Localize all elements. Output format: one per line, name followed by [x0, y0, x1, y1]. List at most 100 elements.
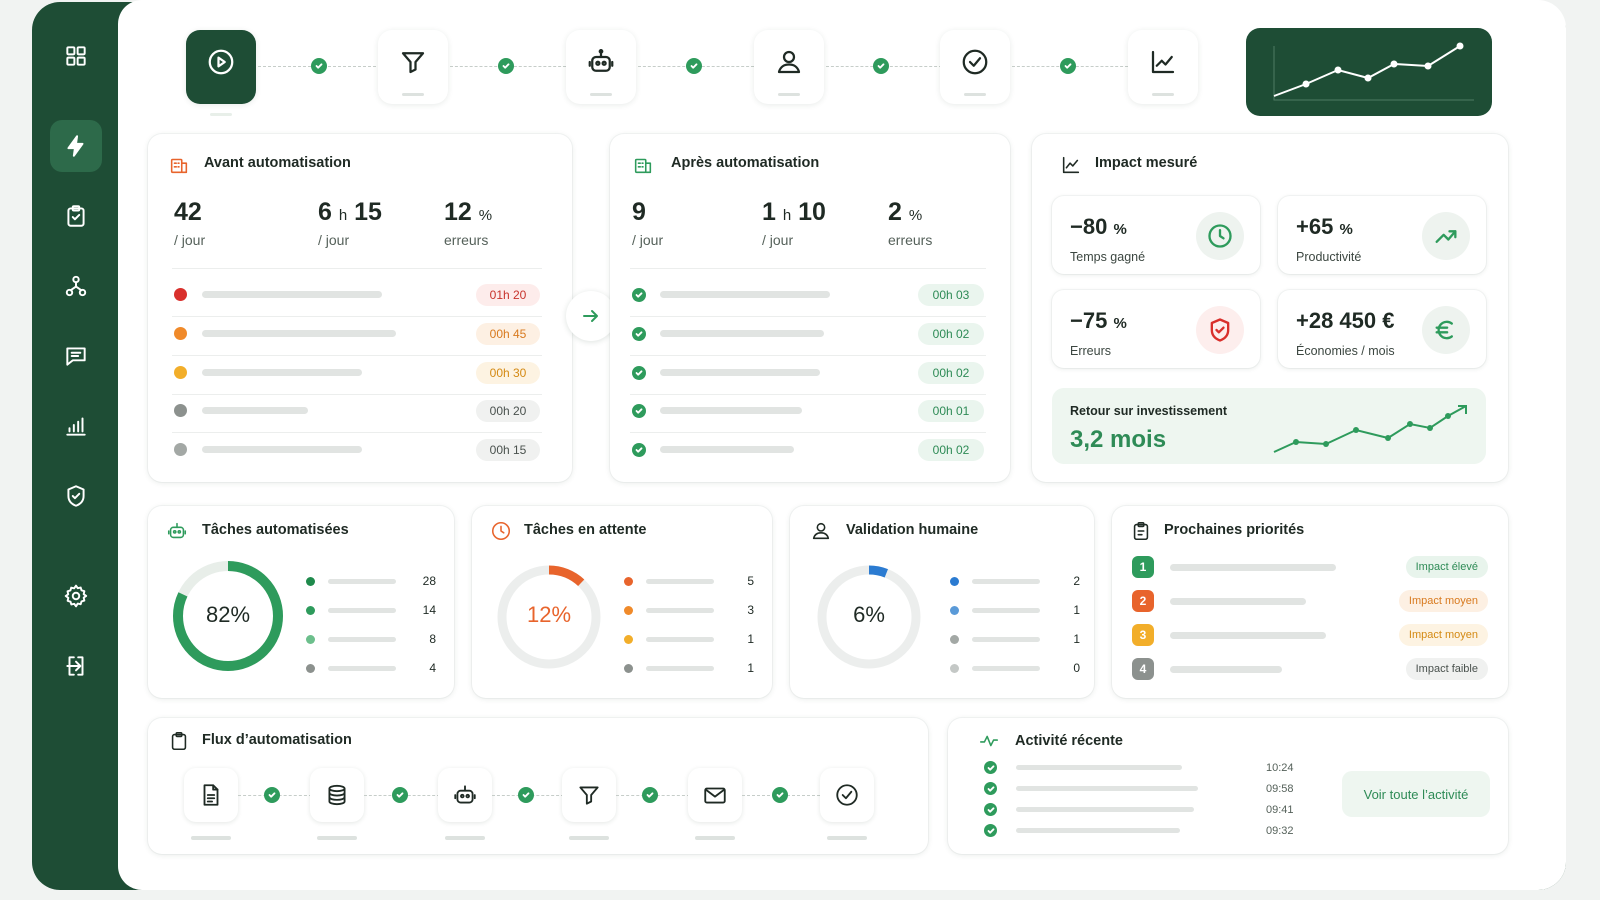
arrow-right-icon: [583, 310, 598, 322]
view-all-activity-button[interactable]: Voir toute l’activité: [1342, 771, 1490, 817]
priority-badge: Impact moyen: [1398, 624, 1488, 646]
status-dot: [174, 366, 187, 379]
pipeline-check-3: [686, 58, 702, 74]
clipboard-icon: [67, 205, 85, 227]
euro-icon: [1422, 306, 1470, 354]
pending-percent: 12%: [526, 602, 572, 627]
priority-number: 1: [1132, 556, 1154, 578]
metric-time-saved: −80 % Temps gagné: [1052, 196, 1260, 274]
pipeline-step-user[interactable]: [754, 30, 824, 104]
status-dot: [174, 288, 187, 301]
clipboard-icon: [168, 730, 190, 752]
activity-title: Activité récente: [1015, 733, 1123, 749]
pipeline-check-5: [1060, 58, 1076, 74]
sidebar-item-settings[interactable]: [50, 570, 102, 622]
impact-card: Impact mesuré −80 % Temps gagné +65 % Pr…: [1032, 134, 1508, 482]
status-dot: [174, 443, 187, 456]
validation-percent: 6%: [853, 602, 885, 627]
flow-step-robot[interactable]: [438, 768, 492, 822]
shield-icon: [67, 485, 85, 507]
sidebar-item-automation[interactable]: [50, 120, 102, 172]
legend-row: 1: [950, 632, 1080, 646]
pipeline-step-robot[interactable]: [566, 30, 636, 104]
priority-number: 2: [1132, 590, 1154, 612]
priority-badge: Impact faible: [1405, 658, 1488, 680]
metric-label: Temps gagné: [1070, 250, 1146, 264]
flow-check: [518, 787, 534, 803]
activity-check-icon: [984, 803, 997, 816]
done-check-icon: [632, 366, 646, 380]
sidebar-item-logout[interactable]: [50, 640, 102, 692]
document-icon: [203, 784, 219, 806]
robot-icon: [588, 49, 614, 72]
metric-productivity: +65 % Productivité: [1278, 196, 1486, 274]
flow-step-complete[interactable]: [820, 768, 874, 822]
settings-icon: [64, 584, 88, 608]
activity-time: 09:32: [1266, 825, 1294, 837]
play-icon: [208, 49, 234, 75]
done-check-icon: [632, 404, 646, 418]
sidebar-item-analytics[interactable]: [50, 400, 102, 452]
flow-step-document[interactable]: [184, 768, 238, 822]
before-stat-2: 6 h 15: [318, 198, 382, 226]
legend-row: 5: [624, 574, 754, 588]
workflow-icon: [65, 275, 87, 297]
legend-row: 0: [950, 661, 1080, 675]
lightning-icon: [67, 135, 84, 157]
building-icon: [632, 154, 654, 176]
sidebar-item-workflows[interactable]: [50, 260, 102, 312]
mail-icon: [704, 787, 726, 804]
pending-donut: [497, 565, 601, 669]
logout-icon: [66, 656, 84, 676]
metric-savings: +28 450 € Économies / mois: [1278, 290, 1486, 368]
pipeline-step-filter[interactable]: [378, 30, 448, 104]
bar-chart-icon: [66, 417, 86, 436]
pipeline-trend-chart[interactable]: [1246, 28, 1492, 116]
sidebar-item-security[interactable]: [50, 470, 102, 522]
flow-step-database[interactable]: [310, 768, 364, 822]
metric-label: Productivité: [1296, 250, 1362, 264]
before-stat-3-label: erreurs: [444, 232, 489, 248]
sidebar-item-tasks[interactable]: [50, 190, 102, 242]
trend-sparkline: [1273, 42, 1474, 101]
priority-badge: Impact élevé: [1405, 556, 1488, 578]
impact-title: Impact mesuré: [1095, 155, 1198, 171]
activity-time: 09:58: [1266, 783, 1294, 795]
legend-row: 1: [624, 661, 754, 675]
after-stat-2-label: / jour: [762, 232, 794, 248]
message-icon: [66, 347, 86, 366]
done-check-icon: [632, 443, 646, 457]
pending-card: Tâches en attente 12% 5 3 1 1: [472, 506, 772, 698]
user-icon: [777, 50, 801, 74]
priority-number: 4: [1132, 658, 1154, 680]
status-dot: [174, 404, 187, 417]
activity-check-icon: [984, 782, 997, 795]
metric-errors: −75 % Erreurs: [1052, 290, 1260, 368]
sidebar-item-messages[interactable]: [50, 330, 102, 382]
metric-value: −75 %: [1070, 308, 1127, 333]
metric-value: −80 %: [1070, 214, 1127, 239]
robot-icon: [454, 785, 476, 804]
compare-arrow-button[interactable]: [566, 291, 616, 341]
validation-title: Validation humaine: [846, 522, 979, 538]
pipeline-check-1: [311, 58, 327, 74]
roi-sparkline: [1273, 405, 1467, 453]
pending-title: Tâches en attente: [524, 522, 647, 538]
pipeline-step-start[interactable]: [186, 30, 256, 116]
metric-value: +28 450 €: [1296, 308, 1395, 333]
flow-step-mail[interactable]: [688, 768, 742, 822]
filter-icon: [579, 786, 599, 805]
pipeline-step-validate[interactable]: [940, 30, 1010, 104]
auto-tasks-title: Tâches automatisées: [202, 522, 349, 538]
pipeline-step-results[interactable]: [1128, 30, 1198, 104]
activity-check-icon: [984, 824, 997, 837]
flow-step-filter[interactable]: [562, 768, 616, 822]
roi-value: 3,2 mois: [1070, 426, 1167, 453]
sidebar-item-dashboard[interactable]: [50, 30, 102, 82]
building-icon: [168, 154, 190, 176]
flow-check: [264, 787, 280, 803]
roi-panel: Retour sur investissement 3,2 mois: [1052, 388, 1486, 464]
after-stat-3-label: erreurs: [888, 232, 933, 248]
user-icon: [810, 520, 832, 542]
validation-donut: [817, 565, 921, 669]
